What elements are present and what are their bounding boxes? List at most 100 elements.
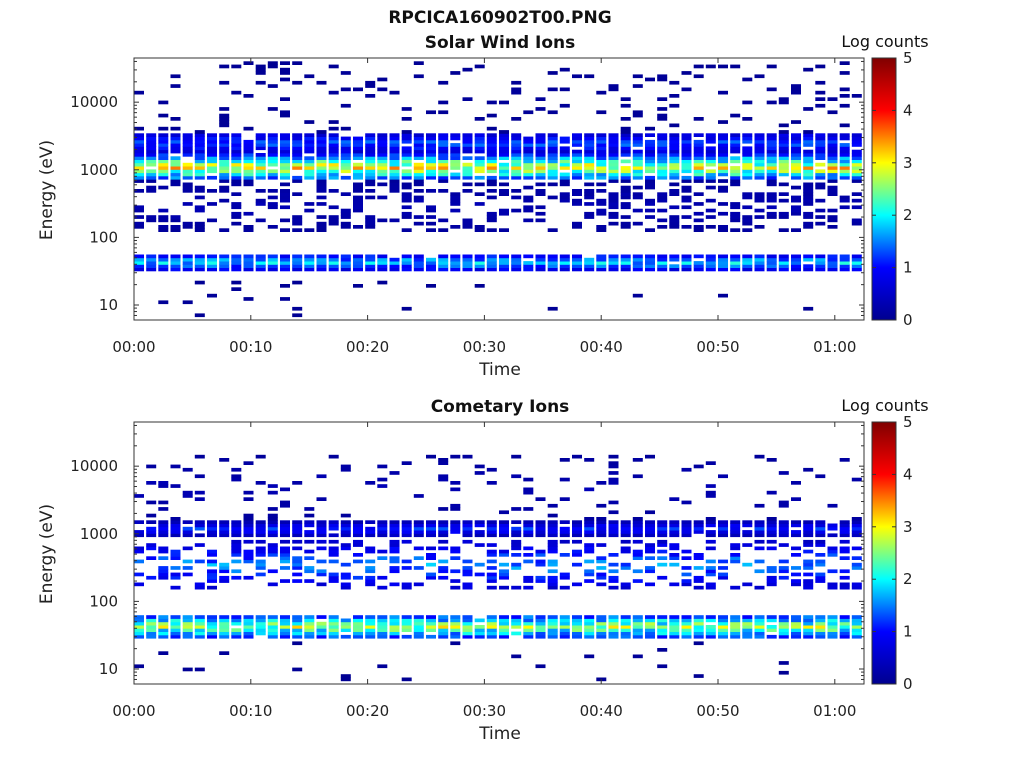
heatmap-cell [535, 162, 546, 167]
heatmap-cell [134, 615, 144, 619]
heatmap-cell [535, 139, 546, 144]
heatmap-cell [632, 654, 643, 659]
heatmap-cell [194, 631, 205, 636]
heatmap-cell [182, 628, 193, 632]
heatmap-cell [255, 169, 266, 174]
heatmap-cell [766, 257, 777, 262]
y-tick-label: 100 [89, 592, 118, 610]
heatmap-cell [681, 628, 692, 632]
heatmap-cell [511, 585, 522, 590]
heatmap-cell [620, 549, 631, 554]
heatmap-cell [170, 136, 181, 141]
y-tick-label: 100 [89, 228, 118, 246]
heatmap-cell [742, 618, 753, 623]
heatmap-cell [851, 628, 862, 632]
heatmap-cell [778, 670, 789, 675]
heatmap-cell [304, 149, 315, 154]
heatmap-cell [778, 192, 789, 196]
heatmap-cell [705, 628, 716, 632]
heatmap-cell [547, 579, 558, 583]
heatmap-cell [730, 628, 741, 632]
heatmap-cell [839, 143, 850, 147]
heatmap-cell [535, 575, 546, 580]
heatmap-cell [401, 261, 412, 265]
heatmap-cell [401, 172, 412, 177]
heatmap-cell [778, 162, 789, 167]
heatmap-cell [693, 674, 704, 678]
heatmap-cell [669, 533, 680, 538]
heatmap-cell [304, 618, 315, 623]
heatmap-cell [280, 556, 290, 560]
heatmap-cell [292, 641, 303, 646]
heatmap-cell [255, 202, 266, 206]
heatmap-cell [146, 634, 157, 639]
x-axis-label: Time [478, 724, 521, 744]
heatmap-cell [353, 139, 363, 144]
heatmap-cell [596, 261, 607, 265]
heatmap-cell [219, 185, 230, 190]
heatmap-cell [632, 293, 643, 298]
heatmap-cell [803, 189, 814, 193]
heatmap-cell [450, 202, 461, 206]
heatmap-cell [280, 71, 290, 75]
heatmap-cell [791, 185, 801, 190]
heatmap-cell [791, 261, 801, 265]
heatmap-cell [426, 533, 436, 538]
heatmap-cell [486, 533, 497, 538]
heatmap-cell [146, 464, 157, 469]
heatmap-cell [511, 139, 522, 144]
heatmap-cell [243, 172, 254, 177]
heatmap-cell [292, 156, 303, 160]
heatmap-cell [280, 67, 290, 72]
heatmap-cell [450, 264, 461, 268]
heatmap-cell [255, 553, 266, 557]
heatmap-cell [572, 166, 582, 170]
heatmap-cell [158, 225, 169, 229]
heatmap-cell [353, 543, 363, 547]
heatmap-cell [170, 631, 181, 636]
heatmap-cell [389, 218, 400, 223]
heatmap-cell [730, 159, 741, 164]
heatmap-cell [559, 172, 570, 177]
heatmap-cell [158, 267, 169, 272]
heatmap-cell [778, 625, 789, 629]
heatmap-cell [292, 533, 303, 538]
heatmap-cell [474, 625, 485, 629]
heatmap-cell [134, 618, 144, 623]
heatmap-cell [328, 526, 339, 531]
heatmap-cell [815, 520, 826, 524]
heatmap-cell [669, 257, 680, 262]
heatmap-cell [778, 143, 789, 147]
heatmap-cell [669, 631, 680, 636]
heatmap-cell [182, 257, 193, 262]
heatmap-cell [523, 198, 534, 203]
heatmap-cell [170, 175, 181, 180]
heatmap-cell [645, 162, 655, 167]
heatmap-cell [645, 133, 655, 137]
heatmap-cell [657, 107, 668, 111]
heatmap-cell [827, 553, 838, 557]
heatmap-cell [426, 615, 436, 619]
heatmap-cell [681, 179, 692, 183]
heatmap-cell [730, 139, 741, 144]
heatmap-cell [559, 182, 570, 187]
y-axis-label: Energy (eV) [37, 504, 57, 604]
heatmap-cell [243, 556, 254, 560]
heatmap-cell [815, 264, 826, 268]
heatmap-cell [632, 185, 643, 190]
heatmap-cell [219, 107, 230, 111]
heatmap-cell [657, 575, 668, 580]
heatmap-cell [340, 87, 351, 92]
heatmap-cell [791, 87, 801, 92]
heatmap-cell [778, 133, 789, 137]
heatmap-cell [584, 569, 595, 574]
heatmap-cell [778, 153, 789, 157]
heatmap-cell [730, 556, 741, 560]
heatmap-cell [365, 143, 376, 147]
heatmap-cell [438, 530, 449, 534]
heatmap-cell [292, 61, 303, 65]
heatmap-cell [377, 267, 388, 272]
heatmap-cell [182, 467, 193, 472]
heatmap-cell [377, 530, 388, 534]
heatmap-cell [219, 172, 230, 177]
